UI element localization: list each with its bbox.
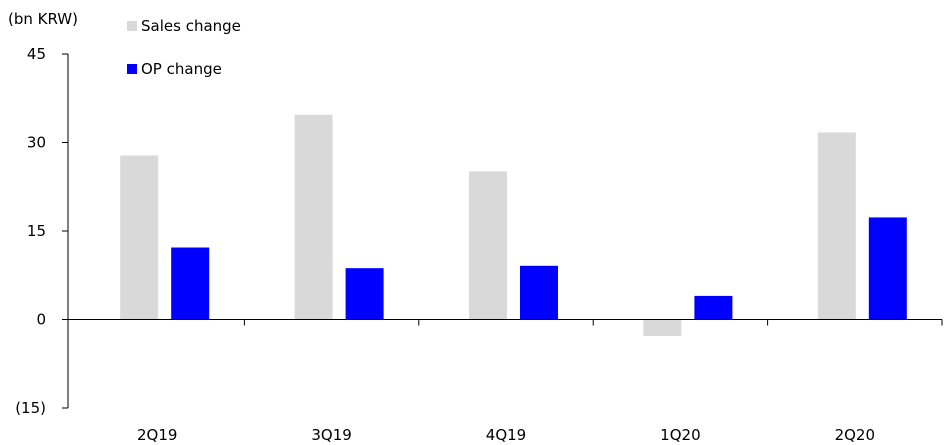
bar-op-change xyxy=(345,268,384,320)
bars xyxy=(120,114,907,337)
legend-label-sales: Sales change xyxy=(141,17,241,35)
legend-item-op: OP change xyxy=(127,60,222,78)
y-axis: (15) 0 15 30 45 xyxy=(15,45,69,417)
x-tick-label: 4Q19 xyxy=(486,426,526,444)
bar-op-change xyxy=(868,217,907,320)
bar-sales-change xyxy=(817,132,856,320)
x-tick-label: 2Q20 xyxy=(835,426,875,444)
x-axis: 2Q19 3Q19 4Q19 1Q20 2Q20 xyxy=(68,319,943,444)
y-tick-label: (15) xyxy=(15,399,46,417)
bar-op-change xyxy=(520,265,558,320)
y-tick-label: 0 xyxy=(36,311,46,329)
bar-sales-change xyxy=(643,319,682,337)
x-tick-label: 2Q19 xyxy=(137,426,177,444)
legend: Sales change OP change xyxy=(127,17,241,78)
bar-op-change xyxy=(694,295,733,320)
bar-sales-change xyxy=(120,155,159,320)
y-tick-label: 45 xyxy=(27,45,46,63)
legend-item-sales: Sales change xyxy=(127,17,241,35)
x-tick-label: 3Q19 xyxy=(311,426,351,444)
legend-swatch-sales xyxy=(127,21,137,31)
x-tick-label: 1Q20 xyxy=(660,426,700,444)
y-unit-label: (bn KRW) xyxy=(8,10,78,28)
y-tick-label: 15 xyxy=(27,222,46,240)
bar-op-change xyxy=(171,247,210,320)
legend-label-op: OP change xyxy=(141,60,222,78)
y-tick-label: 30 xyxy=(27,134,46,152)
bar-sales-change xyxy=(469,171,507,320)
legend-swatch-op xyxy=(127,64,137,74)
bar-sales-change xyxy=(294,114,333,320)
